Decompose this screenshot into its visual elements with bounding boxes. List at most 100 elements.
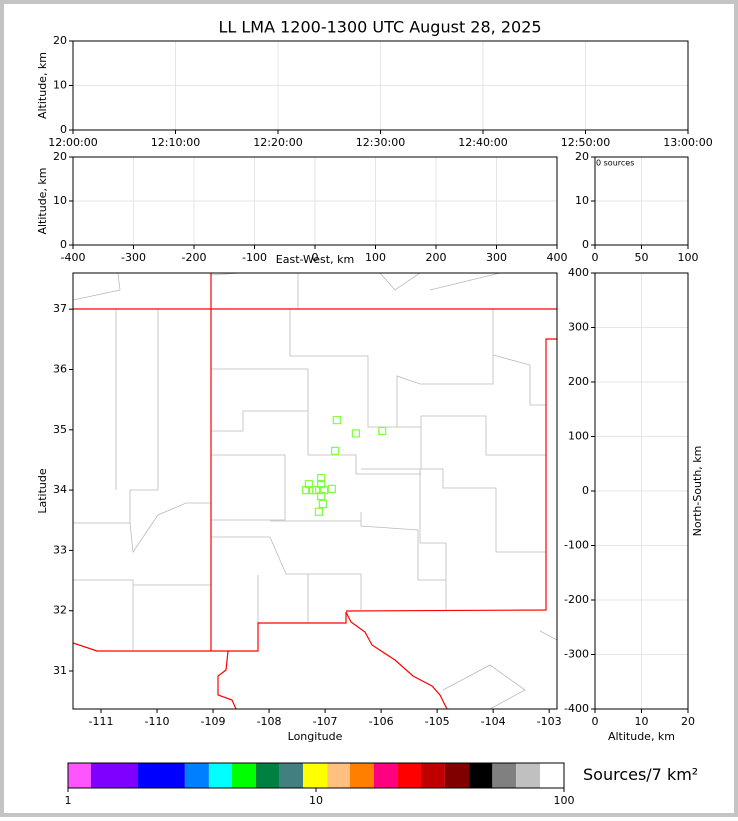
color-cell (327, 763, 350, 788)
x-tick-label: -103 (537, 715, 562, 728)
color-cell (349, 763, 374, 788)
color-cell (184, 763, 209, 788)
chart-title: LL LMA 1200-1300 UTC August 28, 2025 (218, 18, 541, 37)
y-tick-label: 100 (568, 430, 589, 443)
color-cell (540, 763, 564, 788)
color-cell (231, 763, 256, 788)
x-tick-label: 12:40:00 (458, 136, 507, 149)
color-cell (303, 763, 328, 788)
y-tick-label: 33 (53, 543, 67, 556)
x-tick-label: -106 (369, 715, 394, 728)
color-cell (397, 763, 421, 788)
annotation: 0 sources (596, 159, 634, 168)
x-tick-label: 0 (312, 251, 319, 264)
color-cell (420, 763, 445, 788)
x-tick-label: 1 (65, 794, 72, 807)
x-tick-label: -105 (425, 715, 450, 728)
source-point (319, 485, 329, 495)
y-tick-label: 200 (568, 375, 589, 388)
y-tick-label: 0 (582, 484, 589, 497)
source-point (327, 484, 336, 493)
y-axis-label: North-South, km (691, 446, 704, 537)
x-tick-label: 12:10:00 (151, 136, 200, 149)
y-tick-label: -200 (564, 593, 589, 606)
y-tick-label: 0 (60, 123, 67, 136)
color-cell (492, 763, 517, 788)
y-tick-label: 32 (53, 604, 67, 617)
x-tick-label: -400 (61, 251, 86, 264)
source-point (317, 479, 326, 489)
x-tick-label: 200 (426, 251, 447, 264)
x-tick-label: -111 (89, 715, 114, 728)
x-tick-label: 400 (547, 251, 568, 264)
x-tick-label: 100 (554, 794, 575, 807)
y-tick-label: 20 (53, 34, 67, 47)
y-tick-label: 10 (53, 79, 67, 92)
source-point (314, 507, 324, 516)
y-tick-label: 300 (568, 321, 589, 334)
source-point (301, 485, 311, 495)
color-cell (444, 763, 470, 788)
color-cell (137, 763, 185, 788)
source-point (331, 446, 340, 455)
y-axis-label: Altitude, km (36, 52, 49, 119)
x-tick-label: -108 (257, 715, 282, 728)
source-point (317, 473, 326, 483)
x-tick-label: 50 (635, 251, 649, 264)
x-tick-label: 10 (309, 794, 323, 807)
x-tick-label: 12:00:00 (48, 136, 97, 149)
y-tick-label: 36 (53, 362, 67, 375)
x-tick-label: -300 (121, 251, 146, 264)
x-tick-label: 100 (365, 251, 386, 264)
x-tick-label: -107 (313, 715, 338, 728)
color-cell (469, 763, 493, 788)
y-tick-label: -300 (564, 648, 589, 661)
x-axis-label: Longitude (288, 730, 343, 743)
y-tick-label: 0 (60, 238, 67, 251)
y-tick-label: 20 (53, 150, 67, 163)
source-point (332, 416, 341, 425)
color-cell (516, 763, 541, 788)
y-tick-label: 20 (575, 150, 589, 163)
x-tick-label: 13:00:00 (663, 136, 712, 149)
color-cell (90, 763, 138, 788)
source-point (317, 492, 326, 501)
color-cell (208, 763, 232, 788)
x-tick-label: 0 (592, 251, 599, 264)
source-point (312, 485, 321, 495)
x-tick-label: -100 (242, 251, 267, 264)
y-tick-label: 35 (53, 423, 67, 436)
x-tick-label: 0 (592, 715, 599, 728)
color-cell (255, 763, 280, 788)
x-tick-label: 300 (486, 251, 507, 264)
x-tick-label: -110 (145, 715, 170, 728)
x-tick-label: 10 (635, 715, 649, 728)
source-point (378, 426, 387, 436)
y-tick-label: -400 (564, 702, 589, 715)
color-cell (373, 763, 398, 788)
x-axis-label: East-West, km (276, 253, 354, 266)
y-tick-label: 10 (575, 194, 589, 207)
x-tick-label: 100 (678, 251, 699, 264)
y-tick-label: 0 (582, 238, 589, 251)
y-tick-label: 31 (53, 664, 67, 677)
y-axis-label: Altitude, km (36, 167, 49, 234)
y-axis-label: Latitude (36, 468, 49, 514)
color-cell (68, 763, 91, 788)
y-tick-label: 37 (53, 302, 67, 315)
x-tick-label: 12:30:00 (356, 136, 405, 149)
y-tick-label: 34 (53, 483, 67, 496)
source-point (318, 499, 327, 509)
color-cell (279, 763, 304, 788)
x-tick-label: -109 (201, 715, 226, 728)
y-tick-label: 400 (568, 266, 589, 279)
y-tick-label: 10 (53, 194, 67, 207)
x-tick-label: -200 (182, 251, 207, 264)
x-tick-label: 12:20:00 (253, 136, 302, 149)
x-tick-label: 12:50:00 (561, 136, 610, 149)
x-tick-label: -104 (481, 715, 506, 728)
y-tick-label: -100 (564, 539, 589, 552)
map-borders (73, 273, 557, 709)
